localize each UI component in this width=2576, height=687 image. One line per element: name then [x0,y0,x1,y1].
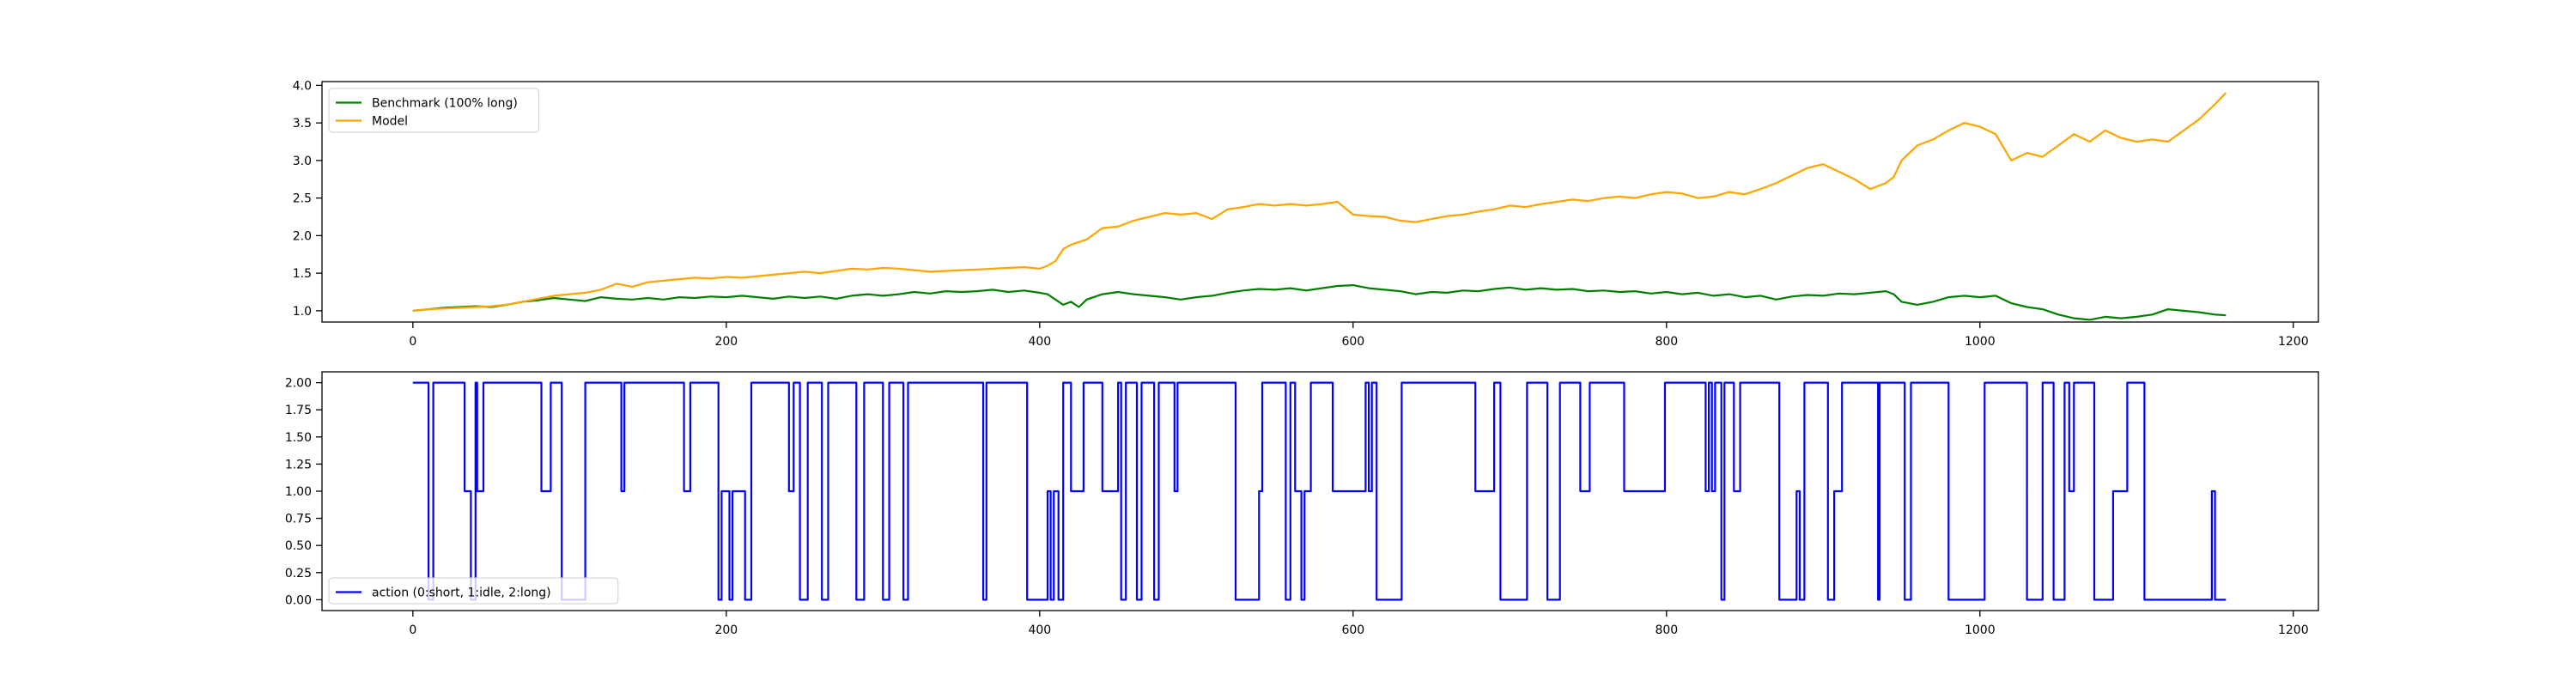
bottom-legend-label-0: action (0:short, 1:idle, 2:long) [372,587,551,600]
bottom-legend-box [328,577,619,605]
top-axes-frame [321,81,2319,323]
bottom-ytick-label: 0.75 [285,513,312,526]
top-xtick-label: 200 [714,335,738,349]
top-xtick-label: 800 [1655,335,1678,349]
bottom-series-line-0 [412,381,2227,601]
bottom-ytick-label: 0.00 [285,593,312,607]
top-xtick-label: 1000 [1965,335,1996,349]
top-ytick-label: 2.5 [293,192,312,206]
bottom-xtick-label: 0 [409,623,416,637]
bottom-axes-group: 0 200 400 600 800 1000 1200 0.00 0.25 0.50 0.75 1.0… [285,371,2319,637]
bottom-ytick-label: 1.00 [285,485,312,499]
bottom-ytick-label: 1.50 [285,431,312,445]
top-ytick-label: 3.5 [293,117,312,131]
bottom-xtick-label: 600 [1341,623,1364,637]
top-series-line-1 [412,92,2227,312]
bottom-ytick-label: 0.25 [285,567,312,581]
bottom-xtick-label: 800 [1655,623,1678,637]
bottom-xtick-label: 200 [714,623,738,637]
top-axes-group: 0 200 400 600 800 1000 1200 1.0 1.5 2.0 2.5 3.0 3.5 4… [293,79,2319,349]
bottom-ytick-label: 1.25 [285,458,312,471]
top-xtick-label: 0 [409,335,416,349]
top-legend-box [328,88,539,133]
bottom-ytick-label: 1.75 [285,404,312,417]
top-ytick-label: 2.0 [293,229,312,243]
top-ytick-label: 4.0 [293,79,312,93]
top-ytick-label: 3.0 [293,155,312,168]
bottom-xtick-label: 1000 [1965,623,1996,637]
top-ytick-label: 1.0 [293,305,312,319]
bottom-xtick-label: 400 [1028,623,1051,637]
top-legend-label-0: Benchmark (100% long) [372,97,518,111]
top-legend-label-1: Model [372,115,408,129]
top-series-line-0 [412,284,2227,321]
top-xtick-label: 600 [1341,335,1364,349]
bottom-xtick-label: 1200 [2278,623,2309,637]
bottom-ytick-label: 0.50 [285,539,312,553]
bottom-ytick-label: 2.00 [285,377,312,391]
top-xtick-label: 1200 [2278,335,2309,349]
top-xtick-label: 400 [1028,335,1051,349]
top-ytick-label: 1.5 [293,267,312,281]
